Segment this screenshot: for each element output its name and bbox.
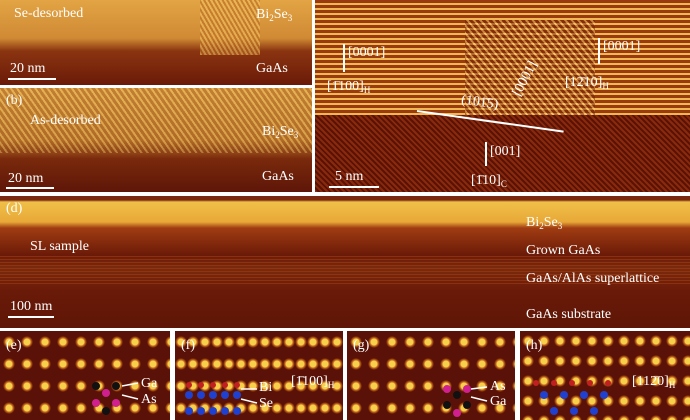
direction-label: [1̄100]H [291,375,334,390]
index: [1̄100] [291,374,328,389]
panel-title: As-desorbed [30,113,101,128]
direction-arrow [485,142,487,166]
atom-overlay [443,385,488,417]
panel-label: (f) [181,338,195,353]
layer-label: GaAs/AlAs superlattice [526,271,660,286]
atom-overlay [533,380,611,415]
direction-label: [0001] [348,45,386,60]
element: Se [543,215,558,230]
panel-e: (e) Ga As [0,331,170,420]
panel-h: (h) [112̄0]H [520,331,690,420]
subscript: 3 [557,221,563,231]
subscript: C [500,179,507,189]
layer-label: Grown GaAs [526,243,601,258]
element: Bi [526,215,540,230]
scale-bar [329,186,379,188]
material-label: Bi2Se3 [256,8,292,23]
subscript: H [363,85,371,95]
element: Se [279,124,294,139]
sample-label: SL sample [30,239,89,254]
atom-label: As [141,392,157,407]
scale-bar [8,316,54,318]
atom-overlay [185,382,258,415]
panel-d: (d) Bi2Se3 SL sample Grown GaAs GaAs/AlA… [0,196,690,328]
direction-label: [1̄100]H [327,80,370,95]
panel-title: Se-desorbed [14,6,84,21]
material-label: Bi2Se3 [262,125,298,140]
panel-c: [0001] [1̄100]H (101̄5) [0001] [0001] [1… [315,0,690,192]
element: Se [273,7,288,22]
panel-a: Se-desorbed Bi2Se3 20 nm GaAs [0,0,312,85]
panel-f: (f) [1̄100]H Bi Se [175,331,343,420]
panel-label: (h) [526,338,543,353]
subscript: 3 [287,13,293,23]
scale-label: 100 nm [10,299,53,314]
atom-label: Ga [490,394,507,409]
scale-label: 20 nm [10,61,46,76]
atom-label: Bi [259,380,273,395]
direction-label: [112̄0]H [632,375,675,390]
scale-label: 20 nm [8,171,44,186]
atom-label: Se [259,396,273,411]
panel-label: (e) [6,338,22,353]
direction-label: [001] [490,144,521,159]
direction-arrow [598,38,600,64]
index: [1̄10] [471,173,501,188]
scale-bar [8,78,56,80]
index: [112̄0] [632,374,669,389]
substrate-label: GaAs [256,61,288,76]
atom-label: Ga [141,376,158,391]
subscript: H [668,380,676,390]
panel-label: (g) [353,338,370,353]
material-label: Bi2Se3 [526,216,562,231]
index: [1̄100] [327,79,364,94]
subscript: 2 [275,130,280,140]
scale-label: 5 nm [335,169,364,184]
subscript: 2 [269,13,274,23]
element: Bi [262,124,276,139]
atom-overlay [92,382,139,415]
subscript: H [602,81,609,91]
panel-g: (g) As Ga [347,331,515,420]
direction-label: [0001] [603,39,641,54]
panel-label: (d) [6,201,23,216]
panel-label: (b) [6,93,23,108]
layer-label: GaAs substrate [526,307,612,322]
direction-arrow [343,44,345,72]
subscript: 2 [539,221,544,231]
atom-label: As [490,379,506,394]
panel-b: (b) As-desorbed Bi2Se3 20 nm GaAs [0,88,312,192]
subscript: 3 [293,130,299,140]
subscript: H [327,380,335,390]
scale-bar [6,187,54,189]
element: Bi [256,7,270,22]
direction-label: [12̄10]H [565,76,609,91]
index: [12̄10] [565,75,603,90]
substrate-label: GaAs [262,169,294,184]
direction-label: [1̄10]C [471,174,507,189]
